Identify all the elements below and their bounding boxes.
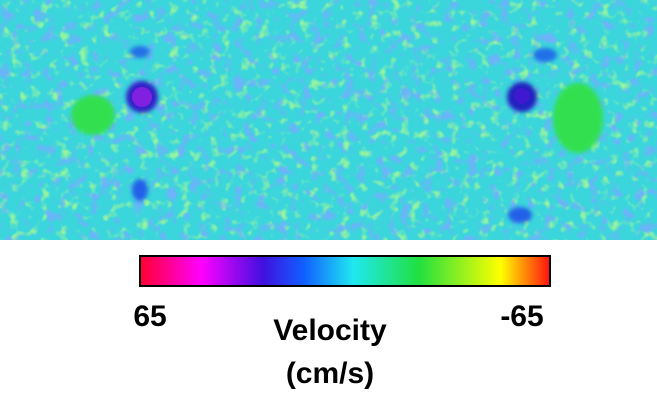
colorbar-min-label: 65 <box>133 300 166 333</box>
velocity-map <box>0 0 657 240</box>
colorbar-title: Velocity <box>273 314 387 347</box>
colorbar <box>139 255 551 287</box>
colorbar-unit: (cm/s) <box>286 357 374 390</box>
colorbar-max-label: -65 <box>500 300 543 333</box>
